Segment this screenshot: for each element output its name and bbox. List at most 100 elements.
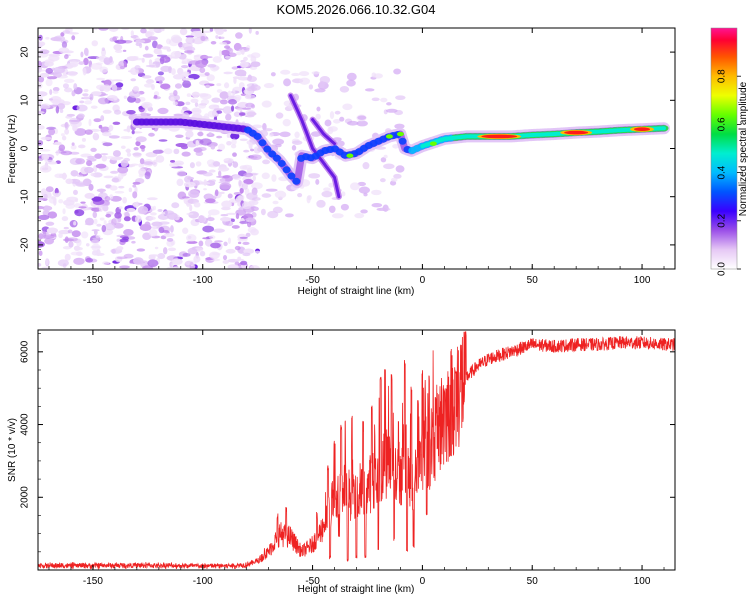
- noise-blob: [72, 189, 78, 195]
- noise-blob: [44, 59, 55, 64]
- noise-blob: [151, 225, 161, 230]
- noise-blob: [170, 159, 176, 163]
- noise-blob: [148, 132, 155, 137]
- colorbar: 0.0 0.2 0.4 0.6 0.8 Normalized spectral ampl…: [710, 27, 749, 276]
- noise-blob: [38, 250, 43, 256]
- noise-blob: [310, 131, 321, 137]
- noise-blob: [233, 191, 243, 196]
- noise-blob: [238, 82, 245, 89]
- noise-blob: [62, 83, 69, 89]
- noise-blob: [170, 96, 175, 102]
- noise-blob: [232, 76, 240, 79]
- noise-blob: [126, 152, 132, 157]
- noise-blob: [175, 134, 184, 138]
- noise-blob: [283, 78, 291, 87]
- noise-blob: [275, 112, 284, 119]
- noise-blob: [113, 109, 122, 115]
- colorbar-label: Normalized spectral amplitude: [738, 81, 749, 216]
- noise-blob: [346, 79, 356, 87]
- noise-blob: [220, 213, 229, 217]
- noise-blob: [182, 106, 188, 111]
- noise-blob: [394, 123, 405, 129]
- noise-blob: [77, 144, 86, 149]
- noise-blob: [262, 159, 271, 165]
- noise-blob: [339, 86, 350, 93]
- noise-blob: [246, 86, 258, 92]
- noise-blob: [200, 98, 210, 105]
- noise-blob: [52, 100, 57, 108]
- noise-blob: [195, 60, 208, 68]
- noise-blob: [263, 128, 273, 132]
- track-core: [420, 126, 666, 149]
- noise-blob: [197, 131, 204, 137]
- noise-blob: [334, 110, 341, 115]
- noise-blob: [108, 28, 119, 32]
- noise-blob: [223, 82, 230, 89]
- noise-blob: [219, 91, 229, 100]
- noise-blob: [248, 141, 253, 150]
- noise-blob: [271, 174, 277, 182]
- noise-blob: [157, 71, 164, 76]
- noise-blob: [123, 253, 134, 259]
- noise-blob: [182, 252, 191, 257]
- noise-blob: [101, 47, 106, 52]
- noise-blob: [315, 179, 320, 185]
- noise-blob: [207, 222, 211, 226]
- noise-blob: [54, 173, 65, 179]
- noise-blob: [65, 178, 73, 185]
- noise-blob: [44, 237, 55, 245]
- noise-blob: [219, 99, 228, 105]
- noise-blob: [193, 147, 203, 153]
- noise-blob: [188, 190, 200, 198]
- noise-blob: [383, 163, 395, 170]
- noise-blob: [162, 210, 175, 216]
- noise-blob: [38, 205, 45, 210]
- noise-blob: [147, 259, 159, 268]
- noise-blob: [199, 138, 212, 146]
- noise-blob: [117, 166, 129, 174]
- noise-blob: [84, 166, 94, 174]
- colorbar-tick-label: 0.0: [717, 262, 728, 276]
- noise-blob: [54, 141, 62, 146]
- noise-blob: [102, 142, 113, 147]
- noise-blob: [329, 111, 335, 119]
- noise-blob: [255, 30, 259, 35]
- noise-blob: [123, 211, 129, 216]
- noise-blob: [226, 140, 232, 146]
- spectrogram-x-tick-label: -150: [83, 275, 103, 286]
- noise-blob: [192, 109, 200, 113]
- noise-blob: [45, 258, 49, 266]
- noise-blob: [152, 159, 158, 167]
- noise-blob: [60, 150, 73, 156]
- noise-blob: [168, 38, 179, 47]
- noise-blob: [145, 152, 158, 158]
- noise-blob: [84, 129, 93, 135]
- noise-blob: [53, 66, 66, 74]
- noise-blob: [346, 72, 357, 81]
- noise-blob: [43, 205, 51, 213]
- noise-blob: [364, 88, 375, 92]
- noise-blob: [155, 155, 165, 163]
- track-blob: [268, 150, 277, 158]
- noise-blob: [239, 187, 244, 194]
- noise-blob: [291, 140, 303, 145]
- noise-blob: [96, 77, 106, 81]
- noise-blob: [186, 93, 192, 97]
- noise-blob: [72, 124, 78, 132]
- noise-blob: [171, 258, 183, 265]
- noise-blob: [136, 248, 146, 252]
- noise-blob: [181, 71, 190, 77]
- noise-blob: [108, 135, 120, 139]
- noise-blob: [91, 243, 101, 252]
- snr-x-tick-label: 100: [634, 576, 651, 587]
- noise-blob: [160, 235, 167, 240]
- colorbar-ticks: 0.0 0.2 0.4 0.6 0.8: [717, 69, 741, 276]
- noise-blob: [131, 240, 136, 244]
- noise-blob: [160, 83, 171, 90]
- noise-blob: [383, 154, 388, 159]
- noise-blob: [243, 149, 250, 153]
- noise-blob: [143, 83, 154, 88]
- noise-blob: [92, 211, 98, 219]
